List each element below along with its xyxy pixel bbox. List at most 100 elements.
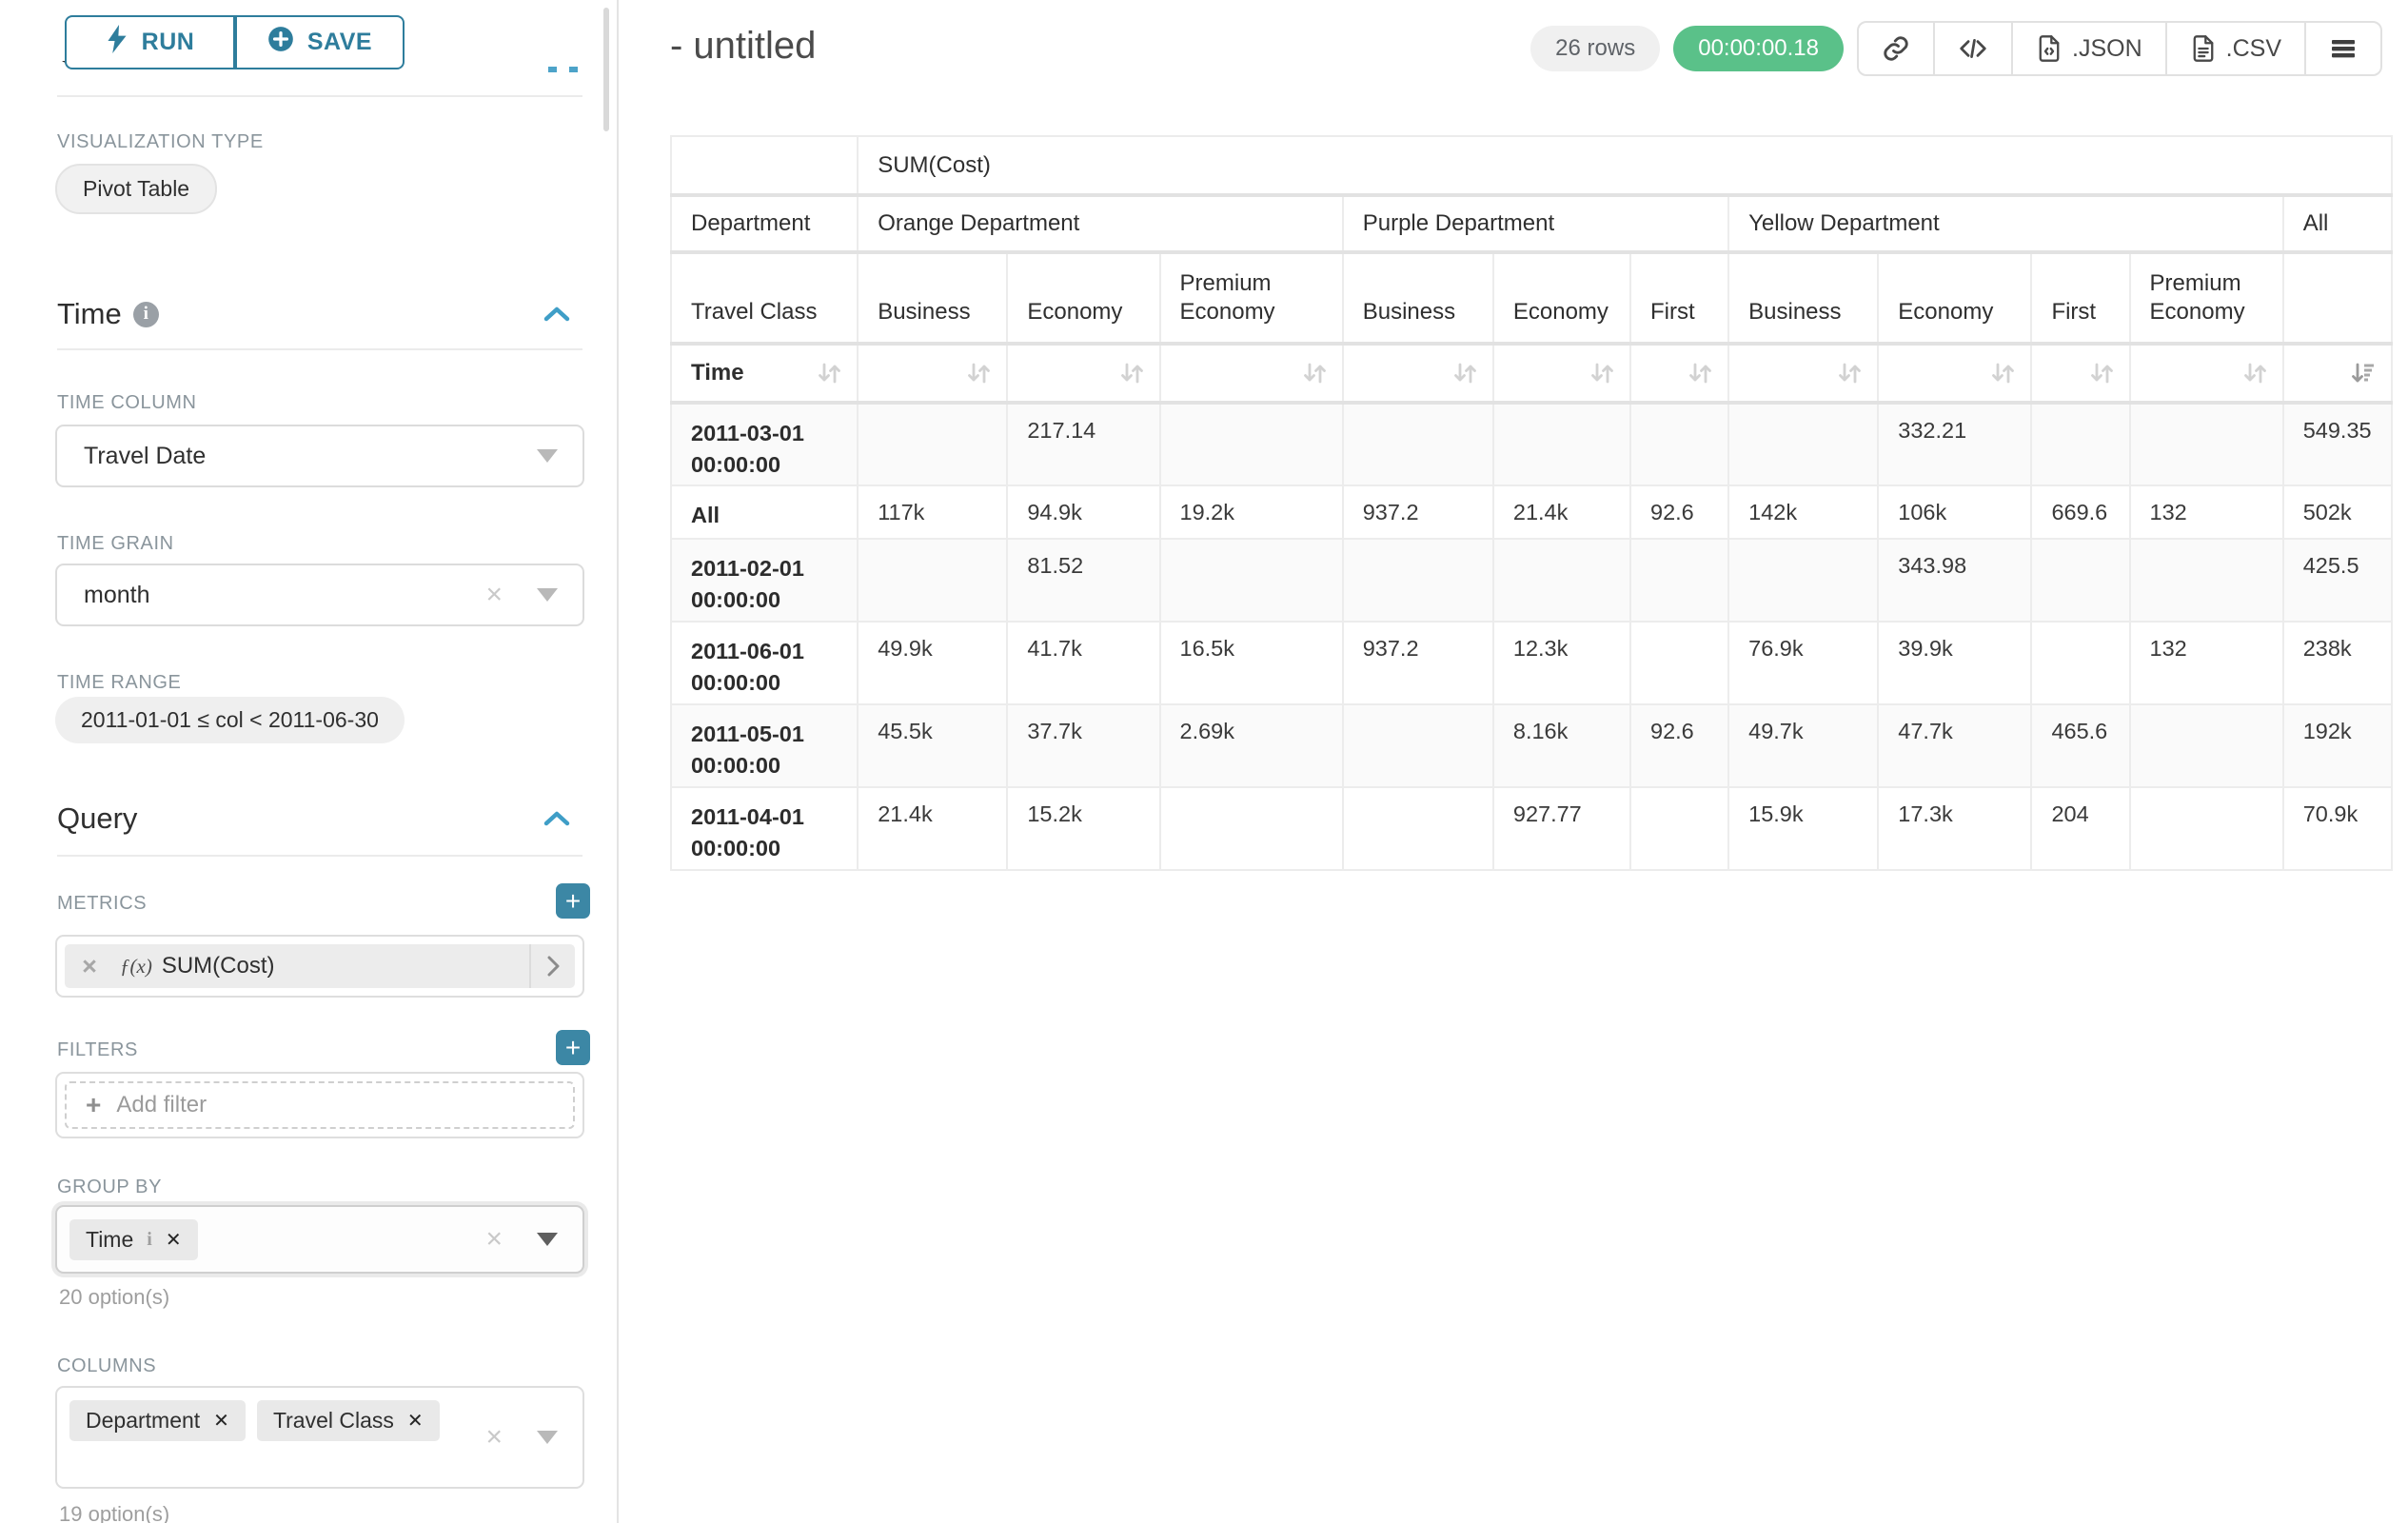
export-json-button[interactable]: .JSON: [2011, 23, 2165, 74]
column-sort-header[interactable]: [1006, 343, 1161, 405]
pivot-cell: 92.6: [1629, 703, 1730, 788]
pivot-cell: 927.77: [1491, 786, 1632, 871]
export-csv-button[interactable]: .CSV: [2164, 23, 2304, 74]
pivot-cell: [1341, 786, 1494, 871]
clear-icon[interactable]: ×: [485, 579, 503, 610]
sort-icon: [2240, 359, 2269, 387]
metric-pill[interactable]: × ƒ(x) SUM(Cost): [65, 944, 575, 988]
column-sort-header[interactable]: [1158, 343, 1344, 405]
plus-circle-icon: [267, 26, 294, 59]
page-title: - untitled: [670, 25, 817, 67]
clipped-icon-tip: [548, 67, 557, 72]
row-count-badge: 26 rows: [1530, 26, 1661, 71]
filters-label: FILTERS: [57, 1039, 138, 1060]
hamburger-icon: [2329, 37, 2358, 60]
pivot-cell: [1158, 402, 1344, 486]
pivot-cell: 238k: [2281, 621, 2394, 705]
pivot-cell: 217.14: [1006, 402, 1161, 486]
menu-button[interactable]: [2304, 23, 2380, 74]
row-header: All: [669, 485, 859, 540]
pivot-cell: [1629, 538, 1730, 623]
clear-icon[interactable]: ×: [485, 1223, 503, 1255]
column-sort-header[interactable]: [1341, 343, 1494, 405]
time-grain-select[interactable]: month ×: [55, 564, 584, 626]
pivot-row: 2011-05-01 00:00:00 45.5k 37.7k 2.69k 8.…: [669, 703, 2394, 788]
column-sort-header[interactable]: [1877, 343, 2033, 405]
pivot-cell: 2.69k: [1158, 703, 1344, 788]
pivot-cell: [1629, 402, 1730, 486]
remove-chip-icon[interactable]: ✕: [406, 1411, 424, 1432]
remove-metric-icon[interactable]: ×: [82, 951, 97, 980]
embed-code-button[interactable]: [1933, 23, 2011, 74]
time-range-label: TIME RANGE: [57, 672, 182, 693]
clear-icon[interactable]: ×: [485, 1421, 503, 1453]
metrics-container: × ƒ(x) SUM(Cost): [55, 935, 584, 998]
metric-header-row: SUM(Cost): [669, 135, 2393, 197]
pivot-cell: [1727, 538, 1880, 623]
pivot-cell: [1629, 786, 1730, 871]
remove-chip-icon[interactable]: ✕: [165, 1230, 182, 1251]
group-by-chip[interactable]: Time i ✕: [69, 1219, 198, 1260]
copy-link-button[interactable]: [1859, 23, 1933, 74]
sort-icon: [1300, 359, 1329, 387]
export-button-group: .JSON .CSV: [1857, 21, 2382, 76]
group-by-label: GROUP BY: [57, 1177, 163, 1197]
column-sort-header[interactable]: [1727, 343, 1880, 405]
pivot-cell: 15.9k: [1727, 786, 1880, 871]
pivot-cell: 45.5k: [857, 703, 1009, 788]
time-sort-header[interactable]: Time: [669, 343, 859, 405]
pivot-cell: 49.7k: [1727, 703, 1880, 788]
column-sort-header-active[interactable]: [2281, 343, 2394, 405]
sort-icon: [1451, 359, 1479, 387]
run-button[interactable]: RUN: [65, 15, 235, 69]
pivot-cell: 142k: [1727, 485, 1880, 540]
clipped-icon-tip: [569, 67, 578, 72]
result-toolbar: 26 rows 00:00:00.18 .JSON: [1530, 21, 2382, 76]
columns-chip[interactable]: Travel Class ✕: [256, 1400, 440, 1441]
travel-class-header: Business: [1727, 251, 1880, 346]
pivot-cell: 21.4k: [857, 786, 1009, 871]
pivot-cell: [2030, 621, 2131, 705]
chevron-down-icon: [537, 1431, 558, 1444]
panel-scrollbar[interactable]: [603, 8, 609, 131]
column-sort-header[interactable]: [1629, 343, 1730, 405]
remove-chip-icon[interactable]: ✕: [213, 1411, 229, 1432]
pivot-cell: 937.2: [1341, 621, 1494, 705]
pivot-cell: [1158, 786, 1344, 871]
chevron-right-icon[interactable]: [529, 944, 575, 988]
time-range-pill[interactable]: 2011-01-01 ≤ col < 2011-06-30: [55, 697, 405, 743]
columns-chip[interactable]: Department ✕: [69, 1400, 246, 1441]
group-by-select[interactable]: Time i ✕ ×: [55, 1205, 584, 1274]
time-column-select[interactable]: Travel Date: [55, 425, 584, 487]
columns-select[interactable]: Department ✕ Travel Class ✕ ×: [55, 1386, 584, 1489]
pivot-cell: 94.9k: [1006, 485, 1161, 540]
pivot-cell: [2030, 402, 2131, 486]
sort-icon: [815, 359, 843, 387]
add-filter-button[interactable]: + Add filter: [65, 1081, 575, 1129]
pivot-row: 2011-06-01 00:00:00 49.9k 41.7k 16.5k 93…: [669, 621, 2394, 705]
column-group-header: Orange Department: [857, 194, 1344, 254]
pivot-cell: 19.2k: [1158, 485, 1344, 540]
pivot-cell: 192k: [2281, 703, 2394, 788]
column-sort-header[interactable]: [1491, 343, 1632, 405]
travel-class-header: [2281, 251, 2394, 346]
travel-class-header-row: Travel Class Business Economy Premium Ec…: [669, 251, 2394, 346]
chevron-up-icon[interactable]: [541, 807, 573, 830]
save-button[interactable]: SAVE: [235, 15, 405, 69]
column-sort-header[interactable]: [2030, 343, 2131, 405]
chevron-up-icon[interactable]: [541, 303, 573, 326]
pivot-cell: 465.6: [2030, 703, 2131, 788]
travel-class-header: Business: [1341, 251, 1494, 346]
metric-name: SUM(Cost): [161, 953, 275, 979]
sort-icon: [964, 359, 993, 387]
info-icon: i: [147, 1229, 152, 1250]
travel-class-header: Premium Economy: [2128, 251, 2284, 346]
add-filter-plus-button[interactable]: +: [556, 1030, 590, 1065]
visualization-type-pill[interactable]: Pivot Table: [55, 164, 218, 214]
add-metric-button[interactable]: +: [556, 883, 590, 919]
column-sort-header[interactable]: [857, 343, 1009, 405]
column-sort-header[interactable]: [2128, 343, 2284, 405]
pivot-cell: [1727, 402, 1880, 486]
sort-descending-icon: [2349, 359, 2378, 387]
